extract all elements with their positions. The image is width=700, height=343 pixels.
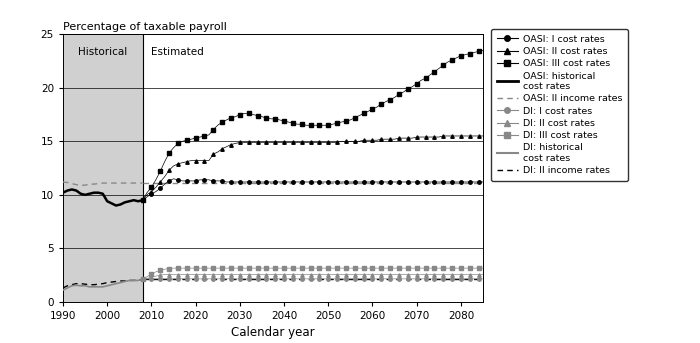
X-axis label: Calendar year: Calendar year [231,327,315,340]
Text: Percentage of taxable payroll: Percentage of taxable payroll [63,22,227,32]
Text: Historical: Historical [78,47,127,57]
Legend: OASI: I cost rates, OASI: II cost rates, OASI: III cost rates, OASI: historical
: OASI: I cost rates, OASI: II cost rates,… [491,29,628,181]
Bar [63,34,143,302]
Text: Estimated: Estimated [151,47,204,57]
